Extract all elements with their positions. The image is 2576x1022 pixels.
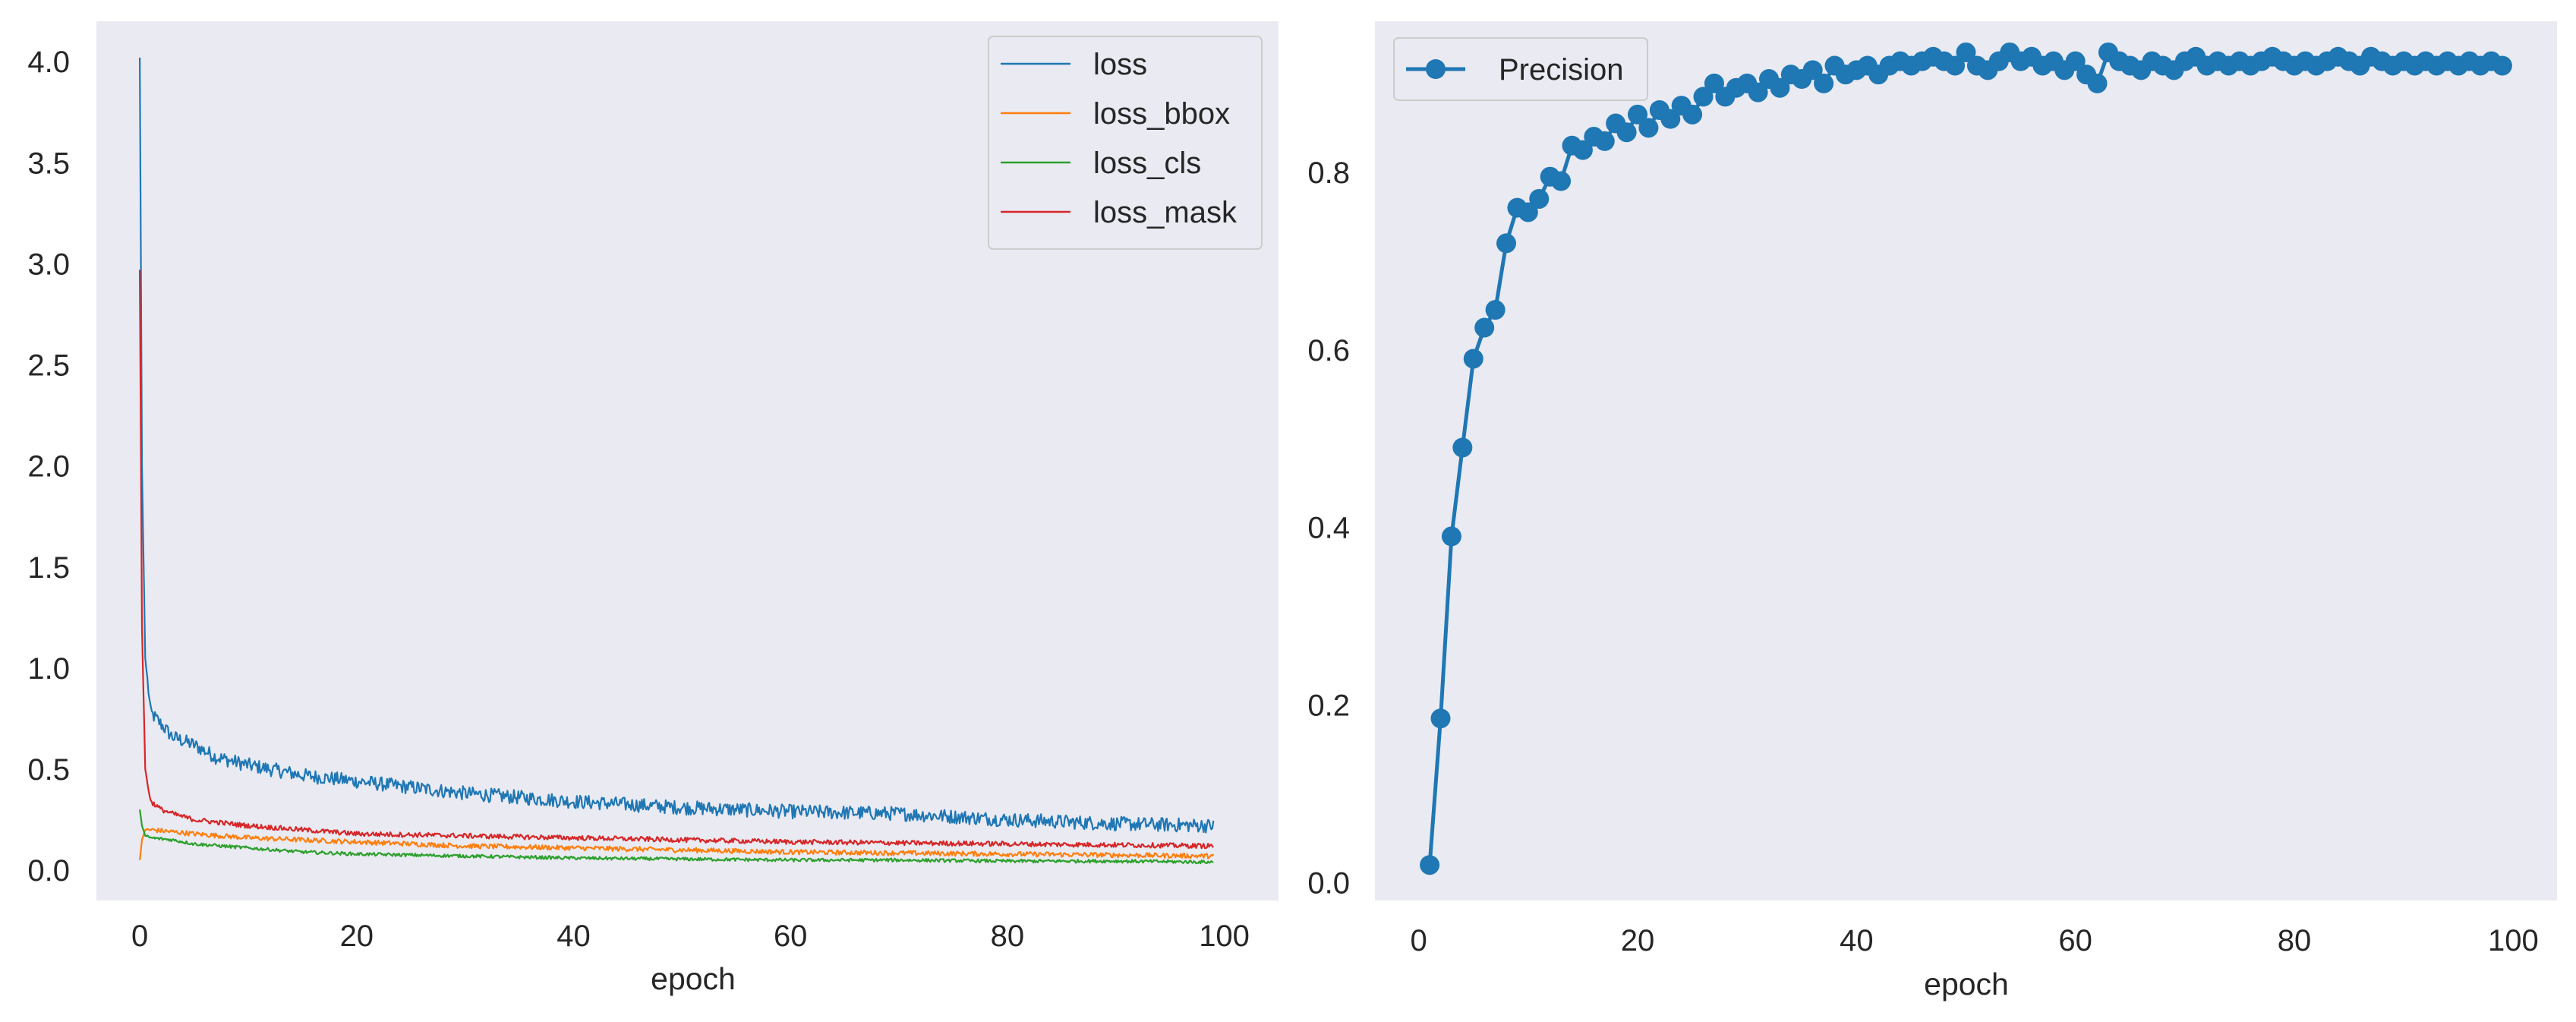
x-tick-label: 60 [2058, 924, 2092, 957]
loss-chart-legend-box [988, 36, 1263, 250]
data-point [1682, 104, 1703, 125]
x-tick-label: 0 [131, 919, 148, 953]
x-tick-label: 80 [2278, 924, 2312, 957]
legend-label: loss_bbox [1093, 97, 1230, 131]
data-point [1704, 73, 1724, 93]
legend-label: Precision [1499, 53, 1624, 87]
data-point [1485, 300, 1506, 320]
series-line-loss-cls [139, 809, 1214, 865]
data-point [1441, 526, 1461, 547]
precision-chart: 0.0 0.2 0.4 0.6 0.8 0 20 40 60 80 100 epoch Preci… [1307, 21, 2557, 1001]
x-tick-label: 60 [774, 919, 808, 953]
legend-label: loss [1093, 48, 1147, 81]
data-point [1660, 109, 1681, 129]
data-point [1616, 122, 1637, 143]
legend-label: loss_mask [1093, 196, 1238, 229]
x-tick-label: 0 [1411, 924, 1427, 957]
y-tick-label: 4.0 [27, 46, 70, 79]
x-tick-label: 80 [991, 919, 1025, 953]
y-tick-label: 0.0 [27, 854, 70, 888]
data-point [1956, 42, 1976, 62]
data-point [1430, 708, 1451, 729]
data-point [1770, 77, 1790, 98]
loss-chart-x-axis-label: epoch [651, 961, 736, 996]
data-point [1529, 188, 1550, 209]
y-tick-label: 0.6 [1307, 334, 1350, 367]
loss-chart-y-axis: 0.0 0.5 1.0 1.5 2.0 2.5 3.0 3.5 4.0 [27, 46, 70, 888]
y-tick-label: 0.2 [1307, 689, 1350, 723]
y-tick-label: 3.5 [27, 147, 70, 180]
data-point [1594, 131, 1615, 151]
loss-chart-series [139, 57, 1215, 865]
legend-marker [1426, 59, 1446, 79]
data-point [1814, 73, 1834, 93]
data-point [2065, 51, 2086, 71]
x-tick-label: 20 [1621, 924, 1655, 957]
data-point [2087, 73, 2108, 93]
data-point [1420, 855, 1440, 875]
x-tick-label: 100 [2488, 924, 2539, 957]
data-point [1638, 118, 1659, 138]
y-tick-label: 0.8 [1307, 156, 1350, 190]
data-point [1463, 349, 1483, 369]
precision-chart-plot-area [1375, 21, 2557, 901]
data-point [1693, 87, 1714, 107]
precision-chart-x-axis: 0 20 40 60 80 100 [1411, 924, 2539, 957]
data-point [1572, 140, 1593, 160]
loss-chart-legend: loss loss_bbox loss_cls loss_mask [988, 36, 1263, 250]
series-line-loss [139, 57, 1215, 834]
data-point [1628, 104, 1647, 125]
x-tick-label: 100 [1199, 919, 1250, 953]
data-point [1474, 317, 1495, 338]
series-line-loss-mask [139, 270, 1215, 850]
y-tick-label: 0.5 [27, 753, 70, 787]
series-line-loss-bbox [139, 828, 1215, 860]
y-tick-label: 0.0 [1307, 867, 1350, 901]
data-point [1452, 437, 1473, 458]
legend-label: loss_cls [1093, 147, 1201, 180]
loss-chart: 0.0 0.5 1.0 1.5 2.0 2.5 3.0 3.5 4.0 0 20 40 60 80 100… [27, 21, 1279, 996]
precision-chart-series [1420, 42, 2512, 875]
data-point [1802, 60, 1823, 80]
x-tick-label: 20 [340, 919, 374, 953]
precision-chart-legend-box [1393, 37, 1648, 101]
loss-chart-x-axis: 0 20 40 60 80 100 [131, 919, 1250, 953]
x-tick-label: 40 [1840, 924, 1874, 957]
data-point [2492, 55, 2512, 76]
y-tick-label: 1.0 [27, 652, 70, 686]
y-tick-label: 3.0 [27, 248, 70, 281]
precision-chart-y-axis: 0.0 0.2 0.4 0.6 0.8 [1307, 156, 1350, 901]
y-tick-label: 1.5 [27, 551, 70, 585]
data-point [1551, 171, 1572, 191]
data-point [1496, 233, 1516, 254]
precision-chart-legend: Precision [1393, 37, 1648, 101]
precision-chart-x-axis-label: epoch [1924, 967, 2009, 1001]
data-point [1748, 82, 1768, 103]
y-tick-label: 2.5 [27, 349, 70, 383]
data-point [1518, 202, 1538, 222]
x-tick-label: 40 [557, 919, 591, 953]
y-tick-label: 0.4 [1307, 512, 1350, 545]
y-tick-label: 2.0 [27, 450, 70, 484]
data-point [1945, 55, 1966, 76]
